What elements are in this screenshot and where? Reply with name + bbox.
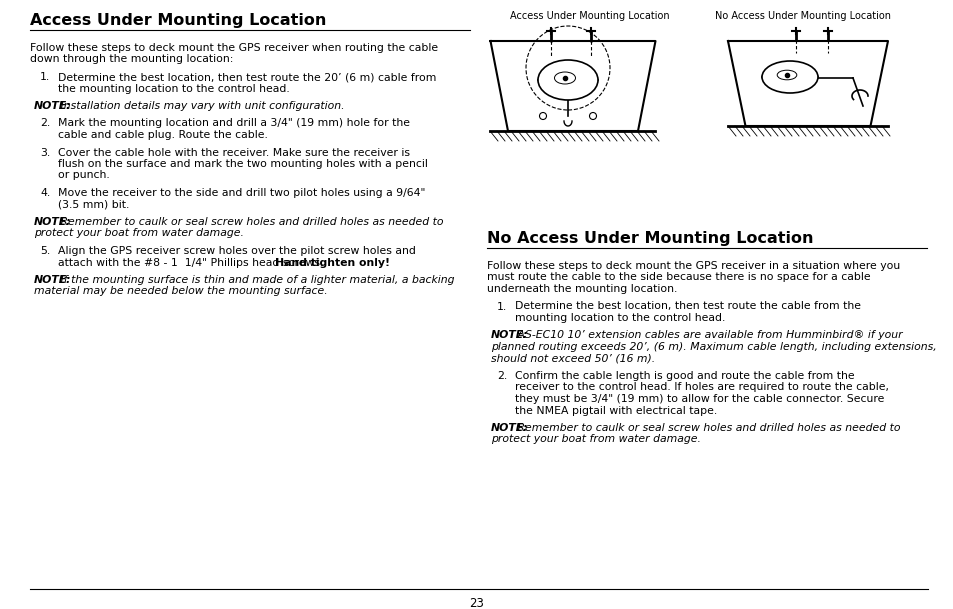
Text: NOTE:: NOTE:: [491, 331, 528, 340]
Text: Follow these steps to deck mount the GPS receiver in a situation where you: Follow these steps to deck mount the GPS…: [486, 261, 900, 271]
Text: 1.: 1.: [497, 301, 507, 311]
Text: 2.: 2.: [40, 119, 51, 128]
Text: Mark the mounting location and drill a 3/4" (19 mm) hole for the: Mark the mounting location and drill a 3…: [58, 119, 410, 128]
Text: the NMEA pigtail with electrical tape.: the NMEA pigtail with electrical tape.: [515, 406, 717, 415]
Text: Cover the cable hole with the receiver. Make sure the receiver is: Cover the cable hole with the receiver. …: [58, 147, 410, 158]
Text: material may be needed below the mounting surface.: material may be needed below the mountin…: [34, 286, 328, 297]
Text: they must be 3/4" (19 mm) to allow for the cable connector. Secure: they must be 3/4" (19 mm) to allow for t…: [515, 394, 883, 404]
Text: cable and cable plug. Route the cable.: cable and cable plug. Route the cable.: [58, 130, 268, 140]
Text: Access Under Mounting Location: Access Under Mounting Location: [30, 13, 326, 28]
Text: receiver to the control head. If holes are required to route the cable,: receiver to the control head. If holes a…: [515, 382, 888, 392]
Text: attach with the #8 - 1  1/4" Phillips head screws.: attach with the #8 - 1 1/4" Phillips hea…: [58, 258, 327, 267]
Text: the mounting location to the control head.: the mounting location to the control hea…: [58, 83, 290, 94]
Text: flush on the surface and mark the two mounting holes with a pencil: flush on the surface and mark the two mo…: [58, 159, 428, 169]
Text: Determine the best location, then test route the 20’ (6 m) cable from: Determine the best location, then test r…: [58, 72, 436, 82]
Text: NOTE:: NOTE:: [491, 423, 528, 433]
Text: planned routing exceeds 20’, (6 m). Maximum cable length, including extensions,: planned routing exceeds 20’, (6 m). Maxi…: [491, 342, 936, 352]
Text: mounting location to the control head.: mounting location to the control head.: [515, 313, 724, 323]
Text: 3.: 3.: [40, 147, 51, 158]
Text: 4.: 4.: [40, 188, 51, 198]
Text: Hand tighten only!: Hand tighten only!: [274, 258, 390, 267]
Text: must route the cable to the side because there is no space for a cable: must route the cable to the side because…: [486, 272, 870, 283]
Text: No Access Under Mounting Location: No Access Under Mounting Location: [714, 11, 890, 21]
Text: No Access Under Mounting Location: No Access Under Mounting Location: [486, 231, 813, 246]
Text: Remember to caulk or seal screw holes and drilled holes as needed to: Remember to caulk or seal screw holes an…: [56, 217, 443, 227]
Text: NOTE:: NOTE:: [34, 101, 71, 111]
Text: down through the mounting location:: down through the mounting location:: [30, 54, 233, 65]
Text: NOTE:: NOTE:: [34, 217, 71, 227]
Text: underneath the mounting location.: underneath the mounting location.: [486, 284, 677, 294]
Ellipse shape: [537, 60, 598, 100]
Text: NOTE:: NOTE:: [34, 275, 71, 285]
Text: Access Under Mounting Location: Access Under Mounting Location: [510, 11, 669, 21]
Text: Confirm the cable length is good and route the cable from the: Confirm the cable length is good and rou…: [515, 371, 854, 381]
Text: Determine the best location, then test route the cable from the: Determine the best location, then test r…: [515, 301, 861, 311]
Text: should not exceed 50’ (16 m).: should not exceed 50’ (16 m).: [491, 353, 655, 364]
Ellipse shape: [761, 61, 817, 93]
Text: or punch.: or punch.: [58, 171, 110, 180]
Text: Follow these steps to deck mount the GPS receiver when routing the cable: Follow these steps to deck mount the GPS…: [30, 43, 437, 53]
Text: (3.5 mm) bit.: (3.5 mm) bit.: [58, 200, 130, 209]
Text: If the mounting surface is thin and made of a lighter material, a backing: If the mounting surface is thin and made…: [56, 275, 454, 285]
Text: Align the GPS receiver screw holes over the pilot screw holes and: Align the GPS receiver screw holes over …: [58, 246, 416, 256]
Text: 2.: 2.: [497, 371, 507, 381]
Text: protect your boat from water damage.: protect your boat from water damage.: [491, 434, 700, 445]
Text: protect your boat from water damage.: protect your boat from water damage.: [34, 228, 244, 239]
Text: 23: 23: [469, 597, 484, 609]
Text: Installation details may vary with unit configuration.: Installation details may vary with unit …: [56, 101, 344, 111]
Text: 5.: 5.: [40, 246, 51, 256]
Text: Move the receiver to the side and drill two pilot holes using a 9/64": Move the receiver to the side and drill …: [58, 188, 425, 198]
Text: AS-EC10 10’ extension cables are available from Humminbird® if your: AS-EC10 10’ extension cables are availab…: [514, 331, 902, 340]
Text: 1.: 1.: [40, 72, 51, 82]
Text: Remember to caulk or seal screw holes and drilled holes as needed to: Remember to caulk or seal screw holes an…: [514, 423, 900, 433]
